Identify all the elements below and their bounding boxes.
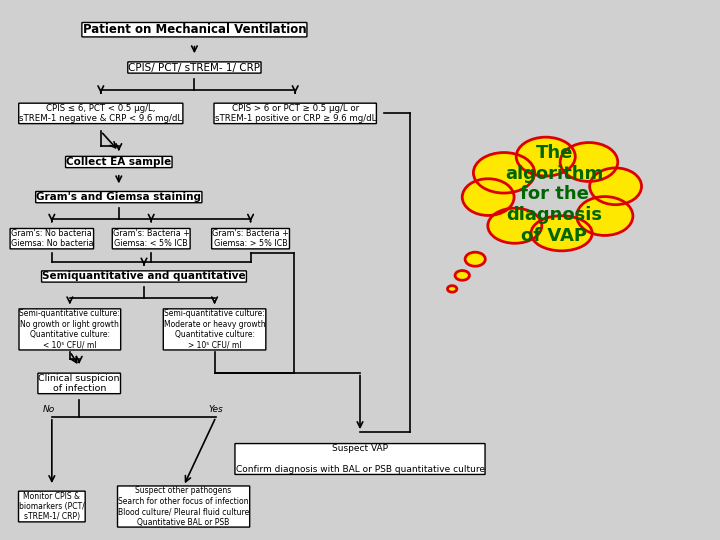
- Ellipse shape: [462, 179, 514, 215]
- Ellipse shape: [473, 152, 534, 193]
- Text: Yes: Yes: [209, 405, 223, 414]
- Ellipse shape: [488, 208, 541, 243]
- Text: Suspect VAP

Confirm diagnosis with BAL or PSB quantitative culture: Suspect VAP Confirm diagnosis with BAL o…: [235, 444, 485, 474]
- Text: Monitor CPIS &
biomarkers (PCT/
sTREM-1/ CRP): Monitor CPIS & biomarkers (PCT/ sTREM-1/…: [19, 491, 85, 522]
- Ellipse shape: [577, 197, 633, 235]
- Ellipse shape: [590, 168, 642, 205]
- Ellipse shape: [560, 143, 618, 181]
- Text: Clinical suspicion
of infection: Clinical suspicion of infection: [38, 374, 120, 393]
- Ellipse shape: [465, 252, 485, 266]
- Ellipse shape: [531, 215, 593, 251]
- Text: Patient on Mechanical Ventilation: Patient on Mechanical Ventilation: [83, 23, 306, 36]
- Text: Gram's and Giemsa staining: Gram's and Giemsa staining: [36, 192, 202, 202]
- Text: Semiquantitative and quantitative: Semiquantitative and quantitative: [42, 272, 246, 281]
- Text: CPIS/ PCT/ sTREM- 1/ CRP: CPIS/ PCT/ sTREM- 1/ CRP: [128, 63, 261, 72]
- Text: Suspect other pathogens
Search for other focus of infection
Blood culture/ Pleur: Suspect other pathogens Search for other…: [118, 487, 249, 526]
- Text: CPIS > 6 or PCT ≥ 0.5 μg/L or
sTREM-1 positive or CRP ≥ 9.6 mg/dL: CPIS > 6 or PCT ≥ 0.5 μg/L or sTREM-1 po…: [215, 104, 376, 123]
- Text: Gram's: Bacteria +
Giemsa: < 5% ICB: Gram's: Bacteria + Giemsa: < 5% ICB: [113, 229, 189, 248]
- Text: Gram's: Bacteria +
Giemsa: > 5% ICB: Gram's: Bacteria + Giemsa: > 5% ICB: [212, 229, 289, 248]
- Text: Semi-quantitative culture:
Moderate or heavy growth
Quantitative culture:
> 10⁵ : Semi-quantitative culture: Moderate or h…: [163, 309, 266, 349]
- Ellipse shape: [455, 271, 469, 280]
- Text: Gram's: No bacteria
Giemsa: No bacteria: Gram's: No bacteria Giemsa: No bacteria: [11, 229, 93, 248]
- Text: Semi-quantitative culture:
No growth or light growth
Quantitative culture:
< 10⁵: Semi-quantitative culture: No growth or …: [19, 309, 120, 349]
- Text: CPIS ≤ 6, PCT < 0.5 μg/L,
sTREM-1 negative & CRP < 9.6 mg/dL: CPIS ≤ 6, PCT < 0.5 μg/L, sTREM-1 negati…: [19, 104, 182, 123]
- Text: No: No: [42, 405, 55, 414]
- Text: The
algorithm
for the
diagnosis
of VAP: The algorithm for the diagnosis of VAP: [505, 144, 603, 245]
- Ellipse shape: [516, 137, 575, 176]
- Text: Collect EA sample: Collect EA sample: [66, 157, 171, 167]
- Ellipse shape: [448, 286, 457, 292]
